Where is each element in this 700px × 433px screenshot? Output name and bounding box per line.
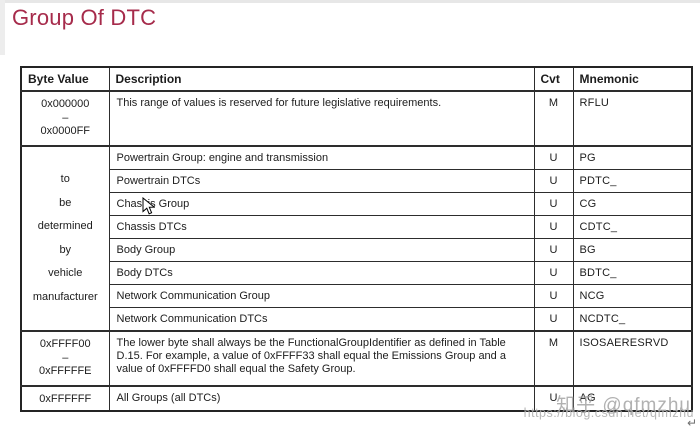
page-title: Group Of DTC — [12, 5, 157, 30]
description-cell: Network Communication Group — [108, 284, 535, 308]
mnemonic-cell: AG — [572, 385, 693, 412]
mnemonic-cell: BG — [572, 238, 693, 262]
table-header-row: Byte Value Description Cvt Mnemonic — [20, 66, 693, 92]
description-cell: Body Group — [108, 238, 535, 262]
cvt-cell: U — [533, 261, 574, 285]
table-row: 0xFFFFFF All Groups (all DTCs) U AG — [20, 385, 693, 412]
description-cell: The lower byte shall always be the Funct… — [108, 330, 535, 387]
cvt-cell: U — [533, 284, 574, 308]
mnemonic-cell: NCG — [572, 284, 693, 308]
description-cell: Body DTCs — [108, 261, 535, 285]
table-row: Body Group U BG — [21, 238, 693, 262]
mnemonic-cell: BDTC_ — [572, 261, 693, 285]
cvt-cell: U — [533, 215, 574, 239]
description-cell: Powertrain DTCs — [108, 169, 535, 193]
dtc-group-table: Byte Value Description Cvt Mnemonic 0x00… — [20, 66, 693, 412]
table-row: Network Communication DTCs U NCDTC_ — [21, 307, 693, 332]
byte-value-cell: 0xFFFF00 – 0xFFFFFE — [20, 330, 110, 387]
mnemonic-cell: CDTC_ — [572, 215, 693, 239]
table-row: 0x000000 – 0x0000FF This range of values… — [20, 90, 693, 147]
mnemonic-cell: NCDTC_ — [572, 307, 693, 332]
description-cell: This range of values is reserved for fut… — [108, 90, 535, 147]
return-glyph-icon: ↵ — [686, 416, 697, 430]
table-row: Body DTCs U BDTC_ — [21, 261, 693, 285]
cvt-cell: U — [533, 169, 574, 193]
cvt-cell: M — [533, 330, 574, 387]
mnemonic-cell: CG — [572, 192, 693, 216]
screen-edge-left — [0, 0, 5, 55]
cvt-cell: U — [533, 192, 574, 216]
table-row: Powertrain DTCs U PDTC_ — [21, 169, 693, 193]
byte-value-merged-cell: to be determined by vehicle manufacturer — [20, 145, 110, 332]
table-row: Chassis DTCs U CDTC_ — [21, 215, 693, 239]
screen-edge-top — [0, 0, 700, 3]
table-row: 0xFFFF00 – 0xFFFFFE The lower byte shall… — [20, 330, 693, 387]
table-row: to be determined by vehicle manufacturer… — [20, 145, 693, 332]
watermark-url: https://blog.csdn.net/qfmzhu — [523, 406, 694, 420]
description-cell: All Groups (all DTCs) — [108, 385, 535, 412]
cvt-cell: U — [533, 307, 574, 332]
mnemonic-cell: PG — [572, 145, 693, 170]
byte-value-cell: 0x000000 – 0x0000FF — [20, 90, 110, 147]
mnemonic-cell: PDTC_ — [572, 169, 693, 193]
cvt-cell: U — [533, 145, 574, 170]
description-cell: Powertrain Group: engine and transmissio… — [108, 145, 535, 170]
table-row: Network Communication Group U NCG — [21, 284, 693, 308]
mnemonic-cell: ISOSAERESRVD — [572, 330, 693, 387]
description-cell: Network Communication DTCs — [108, 307, 535, 332]
col-header-byte-value: Byte Value — [20, 66, 110, 92]
watermark-zhihu: 知乎 @qfmzhu — [556, 395, 691, 416]
table-row: Chassis Group U CG — [21, 192, 693, 216]
mnemonic-cell: RFLU — [572, 90, 693, 147]
col-header-description: Description — [108, 66, 535, 92]
cvt-cell: U — [533, 238, 574, 262]
description-cell: Chassis Group — [108, 192, 535, 216]
col-header-mnemonic: Mnemonic — [572, 66, 693, 92]
description-cell: Chassis DTCs — [108, 215, 535, 239]
col-header-cvt: Cvt — [533, 66, 574, 92]
byte-value-cell: 0xFFFFFF — [20, 385, 110, 412]
cvt-cell: M — [533, 90, 574, 147]
